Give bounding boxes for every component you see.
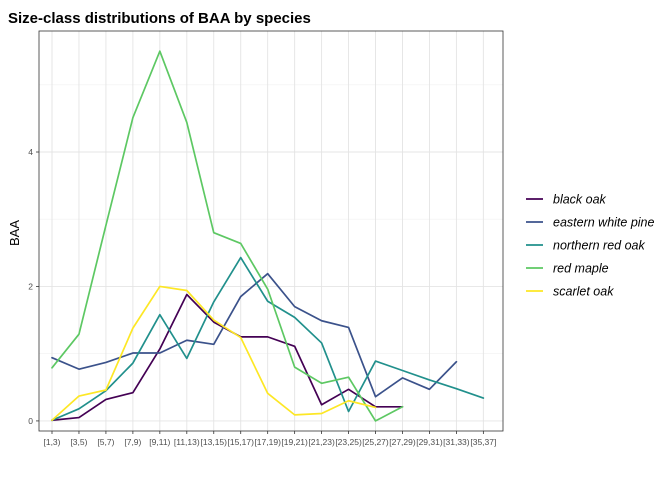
plot-border bbox=[38, 30, 504, 432]
x-tick-label: [5,7) bbox=[97, 437, 114, 447]
x-axis: [1,3) [3,5) [5,7) [7,9) [9,11) [11,13) [13,15)… bbox=[43, 431, 496, 447]
y-axis-label: BAA bbox=[7, 220, 22, 246]
legend: black oak eastern white pine northern red … bbox=[526, 193, 655, 299]
x-tick-label: [35,37] bbox=[470, 437, 496, 447]
y-axis: 0 2 4 bbox=[28, 147, 39, 426]
x-tick-label: [31,33) bbox=[443, 437, 470, 447]
y-tick-label: 0 bbox=[28, 416, 33, 426]
series-line bbox=[51, 50, 404, 422]
x-tick-label: [17,19) bbox=[254, 437, 281, 447]
series-line bbox=[51, 285, 377, 422]
legend-label: red maple bbox=[553, 262, 609, 276]
x-tick-label: [29,31) bbox=[416, 437, 443, 447]
x-tick-label: [9,11) bbox=[149, 437, 170, 447]
x-tick-label: [19,21) bbox=[281, 437, 308, 447]
y-tick-label: 4 bbox=[28, 147, 33, 157]
x-tick-label: [1,3) bbox=[43, 437, 60, 447]
x-tick-label: [25,27) bbox=[362, 437, 389, 447]
x-tick-label: [7,9) bbox=[124, 437, 141, 447]
legend-label: eastern white pine bbox=[553, 216, 655, 230]
plot-panel bbox=[39, 31, 503, 431]
legend-label: black oak bbox=[553, 193, 607, 207]
series-line bbox=[51, 256, 485, 422]
x-tick-label: [21,23) bbox=[308, 437, 335, 447]
x-tick-label: [27,29) bbox=[389, 437, 416, 447]
x-tick-label: [15,17) bbox=[227, 437, 254, 447]
legend-label: northern red oak bbox=[553, 239, 645, 253]
y-tick-label: 2 bbox=[28, 281, 33, 291]
series-lines bbox=[51, 50, 485, 422]
x-tick-label: [11,13) bbox=[174, 437, 200, 447]
legend-label: scarlet oak bbox=[553, 285, 614, 299]
x-tick-label: [13,15) bbox=[201, 437, 228, 447]
x-tick-label: [23,25) bbox=[335, 437, 362, 447]
x-tick-label: [3,5) bbox=[70, 437, 87, 447]
chart-title: Size-class distributions of BAA by speci… bbox=[8, 10, 311, 27]
